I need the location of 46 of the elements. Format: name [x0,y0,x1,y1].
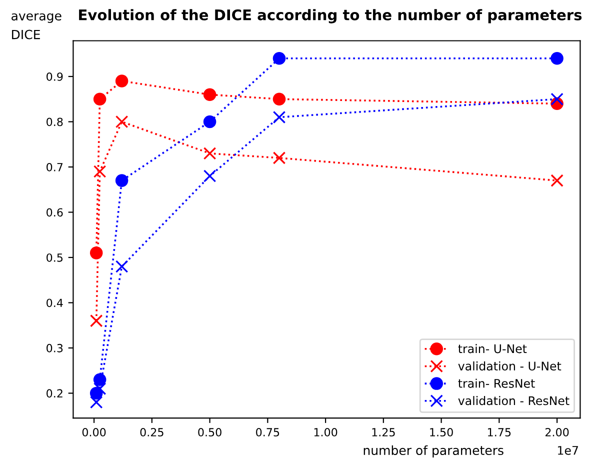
point [93,373,106,386]
x-tick-label: 2.00 [545,428,569,436]
y-tick-label: 0.3 [46,344,63,352]
point [550,174,564,187]
point [550,52,564,65]
y-tick-label: 0.7 [46,162,63,172]
y-tick-label: 0.6 [46,208,63,217]
point [115,174,128,187]
point [272,92,286,106]
y-axis-title: average DICE [12,13,62,40]
x-tick-label: 0.50 [198,428,222,436]
point [203,115,216,128]
point [550,92,564,106]
point [203,147,216,160]
point [272,110,286,124]
y-tick-label: 0.5 [46,253,63,262]
chart-title: Evolution of the DICE according to the number of parameters [79,9,582,24]
point [93,92,106,106]
y-tick-label: 0.9 [46,72,63,81]
y-tick-label: 0.8 [46,118,63,126]
point [90,396,103,409]
x-tick-label: 0.75 [256,428,280,436]
legend-label: validation - ResNet [458,396,570,406]
x-tick-label: 1.75 [488,428,511,436]
text: 1e7 [558,446,578,455]
y-tick-label: 0.2 [46,389,62,398]
x-tick-label: 1.25 [372,428,395,436]
legend-label: train- ResNet [458,378,535,388]
point [115,74,128,88]
x-tick-label: 1.00 [314,428,338,436]
point [115,115,128,128]
point [93,165,106,178]
legend-label: validation - U-Net [458,361,562,371]
point [272,152,286,164]
point [203,170,216,182]
y-tick-label: 0.4 [46,298,63,308]
x-tick-label: 0.00 [82,428,106,436]
point [90,314,103,328]
point [272,52,286,65]
point [203,88,216,101]
x-axis-title: number of parameters [364,445,504,458]
legend-label: train- U-Net [458,344,527,354]
point [115,260,128,273]
x-tick-label: 0.25 [140,428,164,436]
point [90,246,103,260]
x-tick-label: 1.50 [430,428,453,436]
